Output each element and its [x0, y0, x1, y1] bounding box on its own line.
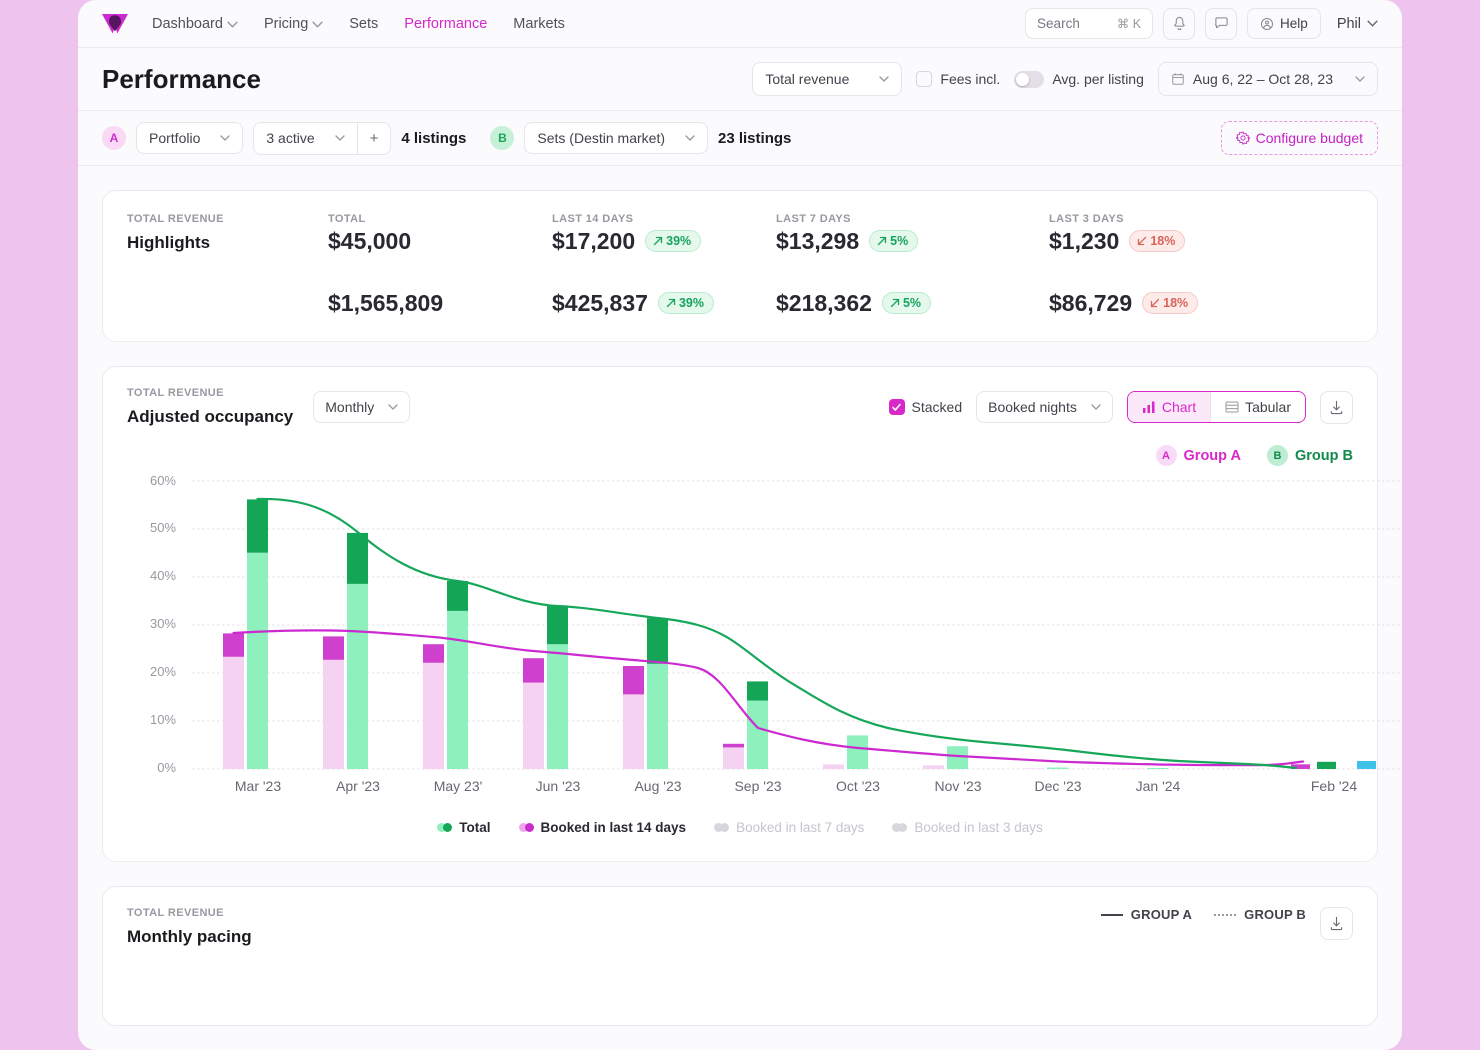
svg-text:Sep '23: Sep '23	[734, 778, 781, 794]
svg-text:0%: 0%	[157, 760, 176, 775]
svg-text:10%: 10%	[150, 712, 176, 727]
svg-text:30%: 30%	[150, 616, 176, 631]
svg-text:Nov '23: Nov '23	[934, 778, 981, 794]
svg-text:Oct '23: Oct '23	[836, 778, 880, 794]
svg-text:Jun '23: Jun '23	[536, 778, 581, 794]
svg-text:Feb '24: Feb '24	[1311, 778, 1357, 794]
svg-text:60%: 60%	[150, 473, 176, 488]
svg-text:Dec '23: Dec '23	[1034, 778, 1081, 794]
svg-text:Mar '23: Mar '23	[235, 778, 281, 794]
svg-text:50%: 50%	[150, 520, 176, 535]
svg-text:May 23': May 23'	[434, 778, 483, 794]
svg-text:40%: 40%	[150, 568, 176, 583]
svg-text:Jan '24: Jan '24	[1136, 778, 1181, 794]
svg-text:Apr '23: Apr '23	[336, 778, 380, 794]
svg-text:20%: 20%	[150, 664, 176, 679]
svg-text:Aug '23: Aug '23	[634, 778, 681, 794]
